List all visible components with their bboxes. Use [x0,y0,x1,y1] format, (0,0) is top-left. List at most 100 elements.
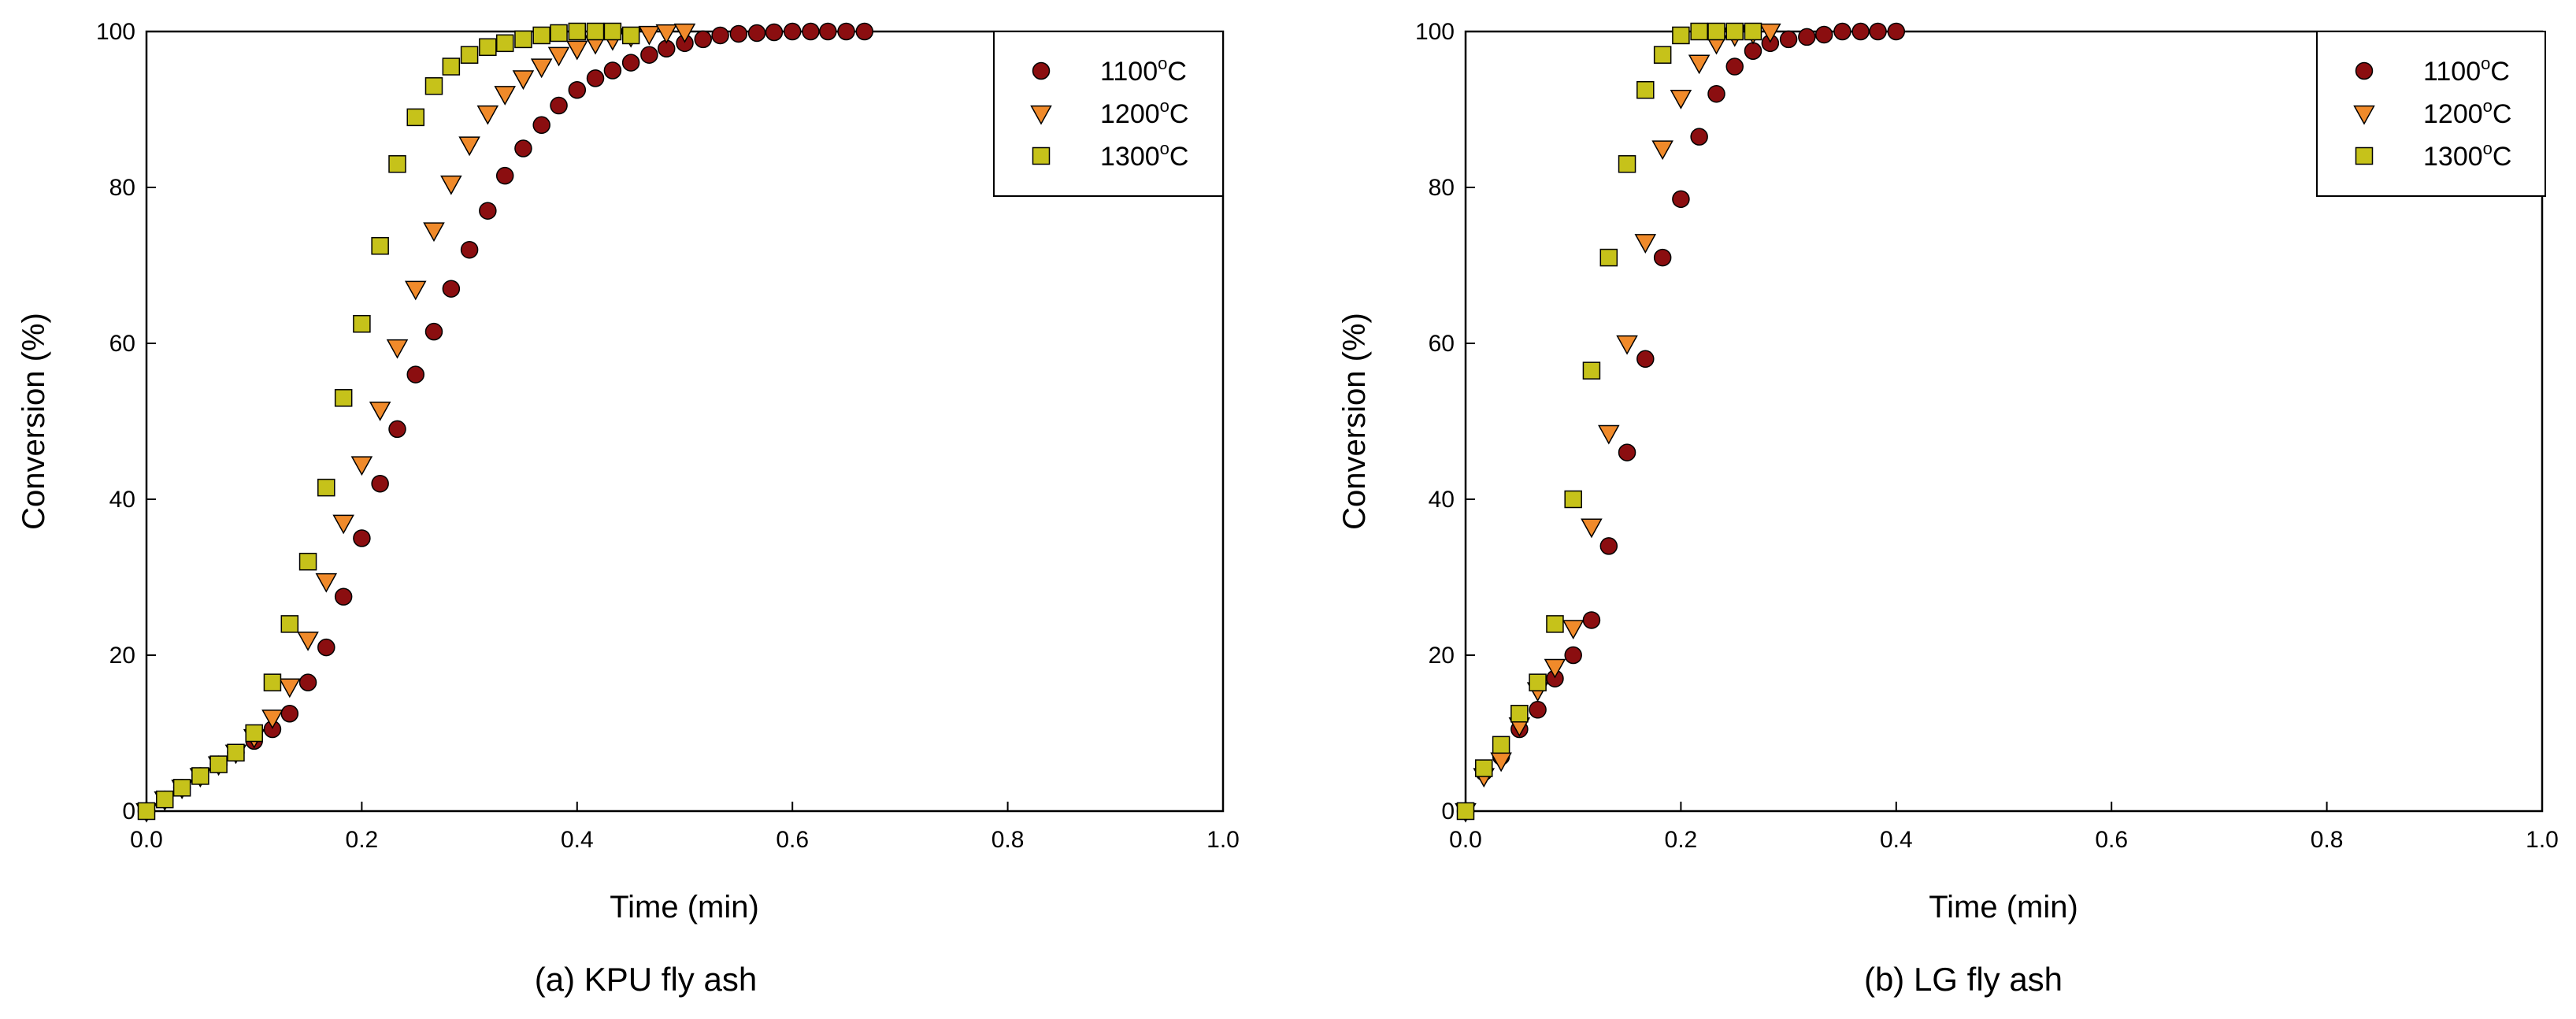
data-point-1100 [586,69,605,87]
y-axis-ticks: 0 20 40 60 80 100 [96,19,156,824]
data-point-1200 [1651,140,1673,161]
legend-marker-1100 [2355,61,2374,80]
data-point-1300 [155,790,174,809]
data-point-1200 [494,86,516,106]
data-point-1200 [279,678,301,698]
y-axis-ticks: 0 20 40 60 80 100 [1415,19,1475,824]
legend-label-1200: 1200oC [2423,96,2511,129]
data-point-1100 [298,673,317,691]
legend-box [2316,31,2546,197]
data-point-1300 [191,767,209,785]
legend-label-1300: 1300oC [1100,139,1188,172]
data-point-1300 [388,155,406,173]
data-point-1300 [209,755,228,773]
data-point-1300 [263,673,282,691]
data-point-1200 [512,70,535,91]
data-point-1100 [424,322,443,341]
x-tick-label: 1.0 [2526,827,2559,853]
y-tick-label: 20 [1429,643,1455,669]
data-point-1200 [1598,424,1620,445]
data-point-1100 [388,420,406,439]
legend-marker-1300 [2355,146,2374,165]
data-point-1300 [317,478,335,497]
data-point-1200 [638,25,661,46]
x-tick-label: 0.8 [991,827,1025,853]
data-point-1100 [1851,22,1870,41]
x-tick-label: 0.2 [346,827,379,853]
data-point-1300 [514,30,532,49]
data-point-1300 [1492,736,1510,754]
data-point-1300 [424,77,443,95]
data-point-1300 [479,38,497,57]
data-point-1100 [1707,84,1725,103]
legend-label-value: 1300 [2423,142,2483,172]
y-tick-label: 0 [122,799,135,824]
data-point-1100 [371,474,389,493]
y-axis-title: Conversion (%) [17,313,51,530]
chart-kpu-fly-ash: 0 20 40 60 80 100 0.0 0.2 0.4 0.6 0.8 1.0 Time (mi… [17,19,1240,998]
data-point-1100 [603,61,622,80]
data-point-1100 [317,638,335,657]
data-point-1200 [1634,234,1657,254]
data-point-1200 [386,339,409,359]
x-axis-ticks: 0.0 0.2 0.4 0.6 0.8 1.0 [1449,802,2559,853]
legend-label-1100: 1100oC [1100,54,1187,87]
data-point-1300 [334,389,353,407]
data-point-1100 [640,46,658,64]
data-point-1300 [495,34,514,53]
data-point-1100 [855,22,874,41]
legend-label-value: 1200 [1100,99,1160,129]
y-tick-label: 0 [1441,799,1455,824]
legend-label-1300: 1300oC [2423,139,2511,172]
x-tick-label: 0.4 [1880,827,1913,853]
data-point-1100 [1887,22,1906,41]
legend-label-unit: C [2490,57,2510,87]
data-point-1100 [1814,25,1833,44]
x-tick-label: 0.2 [1665,827,1698,853]
data-point-1300 [371,237,389,255]
data-point-1300 [298,552,317,571]
x-tick-label: 0.0 [130,827,163,853]
x-axis-title: Time (min) [610,890,759,925]
data-point-1200 [1616,335,1638,355]
data-point-1200 [440,175,462,195]
data-point-1100 [406,365,424,384]
data-point-1300 [1725,22,1744,41]
y-tick-label: 100 [1415,19,1455,45]
data-point-1100 [694,30,712,49]
data-point-1300 [586,22,605,41]
data-point-1300 [1653,46,1672,64]
data-point-1100 [1653,248,1672,267]
data-point-1200 [673,23,696,43]
data-point-1200 [350,456,373,476]
data-point-1300 [1582,361,1601,380]
legend-marker-1200 [1030,105,1052,125]
data-point-1100 [837,22,855,41]
x-tick-label: 0.4 [561,827,594,853]
data-marks [1455,22,1906,823]
y-tick-label: 60 [1429,331,1455,357]
data-point-1100 [1582,611,1601,629]
data-marks [135,22,874,823]
data-point-1200 [261,710,284,729]
data-point-1100 [568,81,587,99]
data-point-1100 [1779,30,1798,49]
legend-label-degree: o [2483,139,2493,158]
plot-frame [1464,30,2544,813]
data-point-1100 [747,24,766,43]
legend-label-degree: o [2483,96,2493,116]
chart-lg-fly-ash: 0 20 40 60 80 100 0.0 0.2 0.4 0.6 0.8 1.0 Time (mi… [1337,19,2559,998]
data-point-1300 [172,779,191,797]
y-tick-label: 80 [1429,175,1455,201]
data-point-1200 [1581,518,1603,539]
data-point-1100 [1744,42,1762,60]
data-point-1100 [819,22,837,41]
data-point-1300 [1546,615,1564,633]
series-1100 [1456,22,1906,821]
data-point-1200 [530,58,553,79]
data-point-1300 [603,22,622,41]
legend-label-value: 1200 [2423,99,2483,129]
legend-label-degree: o [1160,96,1169,116]
x-tick-label: 1.0 [1206,827,1240,853]
